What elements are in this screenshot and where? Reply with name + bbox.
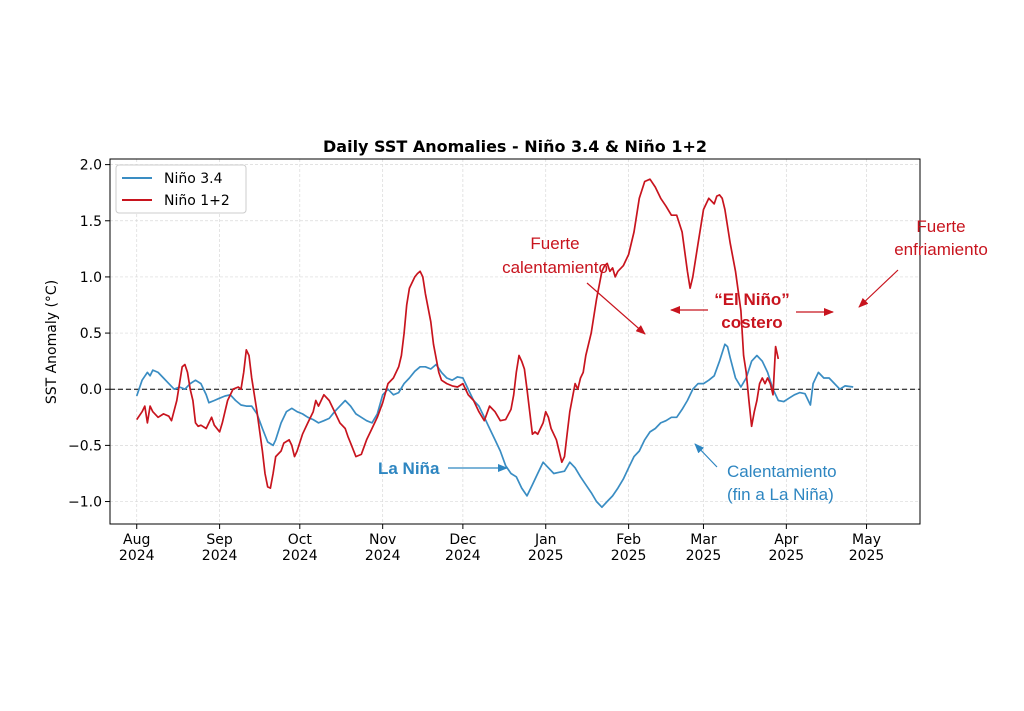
annotation-fuerte-calentamiento: Fuerte calentamiento xyxy=(502,234,646,335)
legend-label-nino12: Niño 1+2 xyxy=(164,193,230,209)
annotation-el-nino-costero-line1: “El Niño” xyxy=(714,290,790,309)
annotation-fuerte-enfriamiento-line1: Fuerte xyxy=(916,217,965,236)
x-tick-label-month: Mar xyxy=(690,532,717,548)
x-tick-label-month: Aug xyxy=(123,532,150,548)
chart-title: Daily SST Anomalies - Niño 3.4 & Niño 1+… xyxy=(323,137,707,156)
y-tick-label: 0.5 xyxy=(80,326,102,342)
x-tick-label-year: 2025 xyxy=(849,548,885,564)
x-tick-label-month: Sep xyxy=(206,532,233,548)
annotation-el-nino-costero-line2: costero xyxy=(721,313,782,332)
annotation-fuerte-calentamiento-line2: calentamiento xyxy=(502,258,608,277)
series-layer xyxy=(135,178,854,509)
series-line-nino12 xyxy=(135,178,780,489)
annotation-calentamiento-fin-line2: (fin a La Niña) xyxy=(727,485,834,504)
y-axis: −1.0 −0.5 0.0 0.5 1.0 1.5 2.0 xyxy=(68,158,110,511)
x-tick-label-month: May xyxy=(852,532,881,548)
annotation-calentamiento-fin-arrow xyxy=(694,443,718,468)
y-axis-label: SST Anomaly (°C) xyxy=(44,280,60,404)
x-tick-label-month: Feb xyxy=(616,532,641,548)
legend: Niño 3.4 Niño 1+2 xyxy=(115,164,247,214)
plot-frame xyxy=(109,158,921,525)
x-tick-label-year: 2024 xyxy=(119,548,155,564)
annotation-fuerte-enfriamiento: Fuerte enfriamiento xyxy=(858,217,988,308)
y-tick-label: 0.0 xyxy=(80,382,102,398)
x-tick-label-year: 2024 xyxy=(365,548,401,564)
x-tick-label-month: Apr xyxy=(774,532,798,548)
y-tick-label: 2.0 xyxy=(80,158,102,174)
annotation-la-nina-text: La Niña xyxy=(378,459,440,478)
x-tick-label-year: 2025 xyxy=(686,548,722,564)
legend-label-nino34: Niño 3.4 xyxy=(164,171,223,187)
x-tick-label-year: 2024 xyxy=(282,548,318,564)
y-tick-label: 1.5 xyxy=(80,214,102,230)
x-tick-label-month: Dec xyxy=(449,532,476,548)
x-tick-label-month: Nov xyxy=(369,532,396,548)
x-tick-label-year: 2024 xyxy=(202,548,238,564)
grid xyxy=(110,159,920,524)
annotation-fuerte-enfriamiento-line2: enfriamiento xyxy=(894,240,988,259)
x-tick-label-month: Oct xyxy=(288,532,313,548)
x-tick-label-year: 2024 xyxy=(445,548,481,564)
series-line-nino34 xyxy=(135,343,854,509)
x-tick-label-year: 2025 xyxy=(528,548,564,564)
annotation-fuerte-enfriamiento-arrow xyxy=(858,269,899,308)
annotation-calentamiento-fin: Calentamiento (fin a La Niña) xyxy=(694,443,837,504)
annotation-fuerte-calentamiento-line1: Fuerte xyxy=(530,234,579,253)
annotation-el-nino-costero: “El Niño” costero xyxy=(670,290,834,332)
y-tick-label: −0.5 xyxy=(68,438,102,454)
x-tick-label-year: 2025 xyxy=(769,548,805,564)
x-tick-label-month: Jan xyxy=(534,532,557,548)
annotation-calentamiento-fin-line1: Calentamiento xyxy=(727,462,837,481)
x-tick-label-year: 2025 xyxy=(611,548,647,564)
y-tick-label: −1.0 xyxy=(68,495,102,511)
annotation-fuerte-calentamiento-arrow xyxy=(586,282,646,335)
y-tick-label: 1.0 xyxy=(80,270,102,286)
annotation-la-nina: La Niña xyxy=(378,459,508,478)
x-axis: Aug2024Sep2024Oct2024Nov2024Dec2024Jan20… xyxy=(119,524,884,564)
